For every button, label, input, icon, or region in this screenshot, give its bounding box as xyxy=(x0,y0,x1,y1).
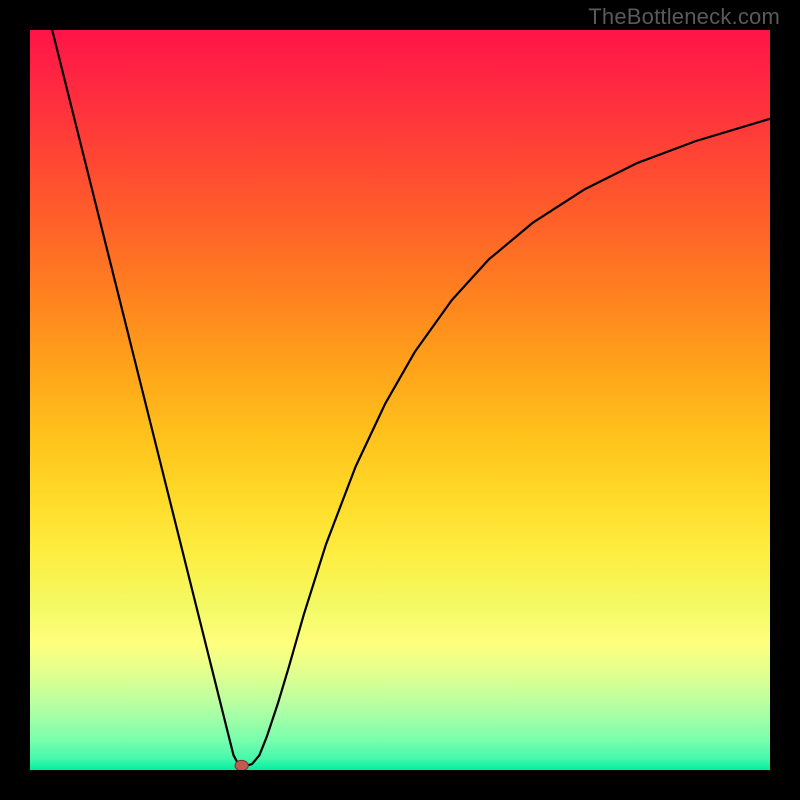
min-point-marker xyxy=(235,760,248,770)
bottleneck-curve xyxy=(52,30,770,766)
plot-area xyxy=(30,30,770,770)
watermark-text: TheBottleneck.com xyxy=(588,4,780,30)
frame: TheBottleneck.com xyxy=(0,0,800,800)
curve-layer xyxy=(30,30,770,770)
